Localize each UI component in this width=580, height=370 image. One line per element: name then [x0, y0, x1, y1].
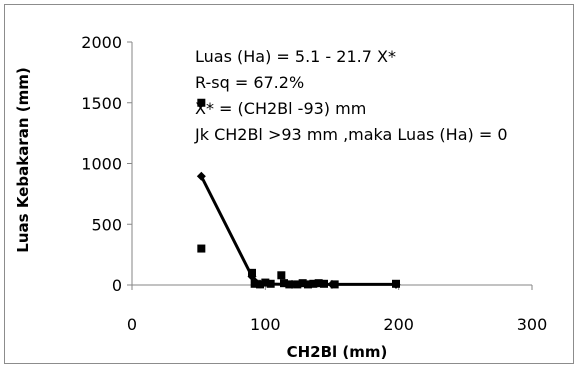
data-point-square — [314, 279, 323, 288]
fit-point-diamond — [196, 171, 206, 181]
x-axis-tick-labels: 0 100 200 300 — [127, 315, 547, 334]
y-tick-label: 2000 — [81, 33, 122, 52]
data-point-square — [277, 271, 286, 280]
data-point-square — [304, 280, 312, 289]
data-point-square — [261, 278, 270, 287]
y-tick-label: 1500 — [81, 94, 122, 113]
data-point-square — [197, 244, 206, 253]
data-point-square — [250, 279, 259, 288]
data-markers — [197, 98, 400, 289]
fit-line — [199, 175, 396, 286]
axes — [127, 41, 533, 290]
chart-frame: 0 500 1000 1500 2000 0 100 200 300 Luas Kebakar… — [4, 4, 574, 364]
y-axis-tick-labels: 0 500 1000 1500 2000 — [81, 33, 122, 295]
annotation-condition: Jk CH2Bl >93 mm ,maka Luas (Ha) = 0 — [194, 125, 508, 144]
x-tick-label: 0 — [127, 315, 137, 334]
data-point-square — [293, 280, 302, 289]
data-point-square — [392, 279, 400, 288]
x-tick-label: 300 — [517, 315, 548, 334]
data-point-square — [285, 280, 294, 289]
y-tick-label: 1000 — [81, 155, 122, 174]
y-tick-label: 500 — [91, 215, 122, 234]
x-axis-title: CH2Bl (mm) — [287, 343, 388, 361]
annotation-xstar: X* = (CH2Bl -93) mm — [195, 99, 366, 118]
data-point-square — [309, 279, 318, 288]
x-tick-label: 100 — [250, 315, 281, 334]
y-axis-title: Luas Kebakaran (mm) — [14, 67, 32, 252]
data-point-square — [320, 279, 328, 288]
data-point-square — [280, 279, 288, 288]
annotation-rsq: R-sq = 67.2% — [195, 73, 304, 92]
data-point-square — [197, 98, 206, 107]
data-point-square — [330, 280, 339, 289]
fit-line-series — [196, 171, 401, 289]
x-tick-label: 200 — [383, 315, 414, 334]
data-point-square — [266, 279, 275, 288]
y-tick-label: 0 — [112, 276, 122, 295]
annotation-equation: Luas (Ha) = 5.1 - 21.7 X* — [195, 47, 396, 66]
data-point-square — [256, 280, 264, 289]
data-point-square — [248, 268, 256, 277]
scatter-chart: 0 500 1000 1500 2000 0 100 200 300 Luas Kebakar… — [14, 33, 547, 361]
data-point-square — [298, 279, 307, 288]
